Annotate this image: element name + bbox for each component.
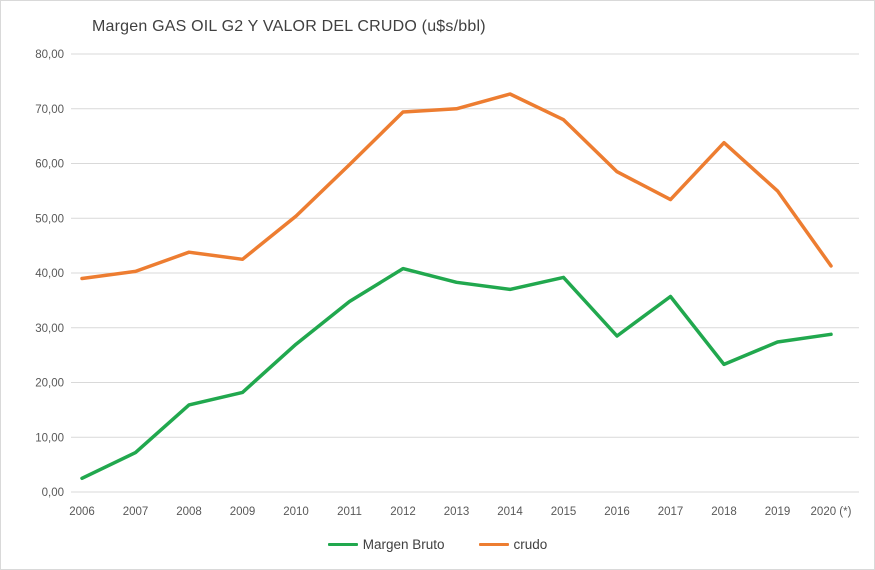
x-tick-label: 2016 — [604, 506, 630, 518]
x-tick-label: 2013 — [444, 506, 470, 518]
y-tick-label: 80,00 — [35, 49, 64, 61]
y-tick-label: 40,00 — [35, 268, 64, 280]
series-line-crudo — [80, 92, 833, 281]
legend-line-swatch-green — [327, 543, 358, 546]
legend-line-swatch-orange — [478, 543, 509, 546]
chart-title: Margen GAS OIL G2 Y VALOR DEL CRUDO (u$s… — [92, 18, 486, 35]
x-tick-label: 2008 — [176, 506, 202, 518]
legend-label: crudo — [513, 537, 548, 552]
y-tick-label: 50,00 — [35, 213, 64, 225]
legend-item-crudo: crudo — [478, 537, 548, 552]
x-tick-label: 2014 — [497, 506, 523, 518]
y-tick-label: 30,00 — [35, 323, 64, 335]
legend: Margen Bruto crudo — [1, 537, 874, 552]
x-tick-label: 2018 — [711, 506, 737, 518]
y-tick-label: 20,00 — [35, 378, 64, 390]
x-tick-label: 2007 — [123, 506, 149, 518]
series-line-margen-bruto — [80, 266, 833, 481]
legend-label: Margen Bruto — [362, 537, 445, 552]
x-tick-label: 2019 — [765, 506, 791, 518]
x-tick-label: 2006 — [69, 506, 95, 518]
y-tick-label: 60,00 — [35, 159, 64, 171]
x-tick-label: 2011 — [337, 506, 362, 518]
x-tick-label: 2015 — [551, 506, 577, 518]
x-tick-label: 2010 — [283, 506, 309, 518]
x-tick-label: 2009 — [230, 506, 256, 518]
x-tick-label: 2017 — [658, 506, 684, 518]
y-tick-label: 70,00 — [35, 104, 64, 116]
x-tick-label: 2020 (*) — [811, 506, 852, 518]
legend-item-margen-bruto: Margen Bruto — [327, 537, 445, 552]
y-tick-label: 0,00 — [42, 487, 64, 499]
y-tick-label: 10,00 — [35, 432, 64, 444]
x-tick-label: 2012 — [390, 506, 416, 518]
